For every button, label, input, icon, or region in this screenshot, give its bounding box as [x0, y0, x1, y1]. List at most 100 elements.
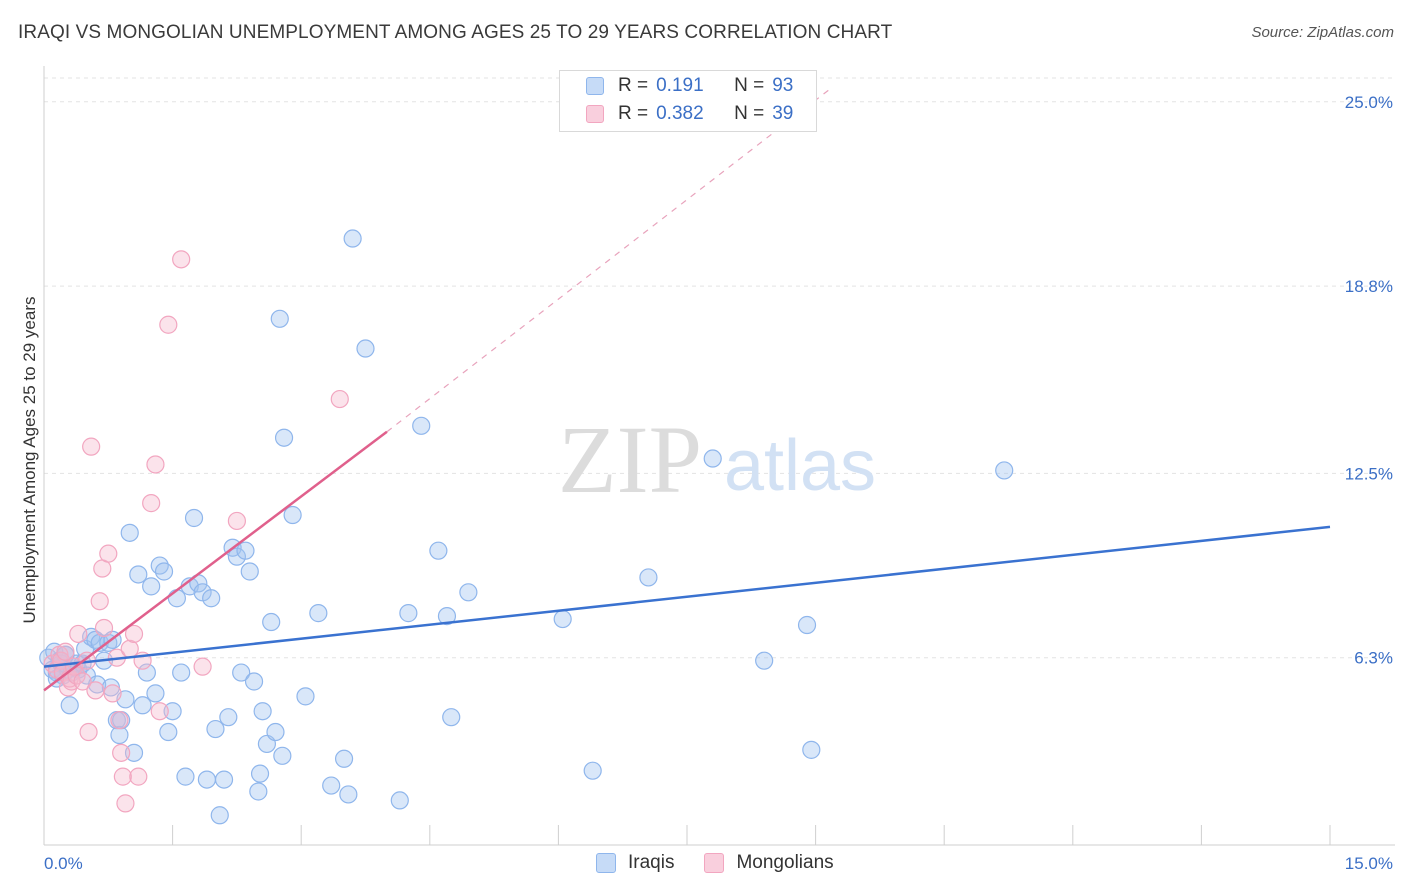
legend-n-value: 93	[772, 75, 794, 96]
trend-lines	[43, 86, 1331, 692]
iraqis-point	[399, 604, 418, 623]
legend-row-mongolians: R = 0.382 N = 39	[586, 101, 793, 127]
iraqis-point	[797, 615, 817, 635]
iraqis-point	[442, 708, 461, 727]
x-tick-label: 0.0%	[44, 854, 83, 873]
source-label: Source: ZipAtlas.com	[1251, 24, 1394, 41]
iraqis-point	[137, 663, 156, 682]
legend-label-iraqis: Iraqis	[628, 852, 675, 873]
iraqis-point	[167, 589, 186, 608]
iraqis-point	[429, 541, 448, 560]
mongolians-point	[82, 437, 101, 456]
mongolians-point	[142, 494, 161, 513]
axes	[43, 66, 1395, 846]
iraqis-point	[240, 562, 259, 581]
iraqis-point	[120, 523, 139, 542]
iraqis-point	[390, 791, 409, 810]
legend-swatch-mongolians	[704, 853, 725, 873]
iraqis-point	[244, 672, 264, 691]
iraqis-point	[176, 767, 195, 786]
mongolians-trend-extension	[386, 86, 834, 433]
iraqis-point	[583, 761, 602, 780]
mongolians-point	[330, 389, 349, 409]
iraqis-point	[755, 651, 774, 670]
iraqis-point	[356, 339, 375, 358]
iraqis-point	[110, 725, 129, 745]
mongolians-point	[103, 684, 122, 703]
iraqis-point	[206, 719, 225, 739]
legend-n-value: 39	[772, 103, 794, 124]
x-tick-label: 15.0%	[1345, 854, 1393, 873]
y-tick-label: 6.3%	[1354, 649, 1393, 668]
iraqis-point	[339, 785, 358, 804]
mongolians-point	[116, 794, 135, 813]
mongolians-point	[159, 315, 178, 334]
tick-labels: 6.3% 12.5% 18.8% 25.0% 0.0% 15.0%	[44, 93, 1393, 873]
y-axis-label: Unemployment Among Ages 25 to 29 years	[20, 296, 39, 624]
iraqis-point	[172, 663, 191, 682]
mongolians-point	[227, 511, 246, 531]
iraqis-point	[249, 782, 268, 801]
iraqis-point	[273, 746, 292, 765]
iraqis-point	[124, 743, 144, 762]
iraqis-point	[202, 589, 221, 608]
mongolians-point	[110, 711, 129, 730]
legend-item-iraqis[interactable]: Iraqis	[596, 852, 674, 874]
chart-title: IRAQI VS MONGOLIAN UNEMPLOYMENT AMONG AG…	[18, 22, 893, 43]
watermark-atlas: atlas	[724, 426, 876, 506]
mongolians-point	[90, 592, 109, 611]
iraqis-point	[142, 577, 161, 596]
mongolians-point	[69, 624, 88, 644]
legend-row-iraqis: R = 0.191 N = 93	[586, 73, 793, 99]
iraqis-point	[184, 508, 204, 528]
legend-r-label: R =	[618, 75, 649, 96]
mongolians-point	[193, 657, 212, 676]
legend-swatch-iraqis	[596, 853, 616, 873]
mongolians-point	[112, 743, 131, 762]
mongolians-points	[43, 250, 349, 813]
iraqis-point	[129, 565, 148, 584]
iraqis-point	[322, 776, 341, 795]
iraqis-points	[39, 229, 1014, 825]
watermark: ZIP atlas	[558, 406, 876, 513]
iraqis-point	[253, 702, 272, 721]
mongolians-point	[172, 250, 191, 269]
mongolians-point	[94, 618, 114, 638]
iraqis-point	[210, 806, 229, 825]
iraqis-point	[802, 740, 821, 759]
iraqis-point	[270, 309, 289, 328]
legend-n-label: N =	[734, 103, 765, 124]
iraqis-point	[133, 696, 152, 715]
iraqis-point	[214, 770, 234, 789]
legend-label-mongolians: Mongolians	[736, 852, 834, 873]
mongolians-point	[73, 672, 92, 691]
legend-item-mongolians[interactable]: Mongolians	[704, 852, 834, 874]
y-tick-label: 12.5%	[1345, 464, 1393, 483]
mongolians-trend-line	[43, 430, 388, 692]
legend-r-label: R =	[618, 103, 649, 124]
iraqis-point	[197, 770, 216, 789]
legend-swatch-mongolians	[586, 105, 604, 123]
mongolians-point	[99, 544, 118, 563]
mongolians-point	[86, 681, 105, 700]
iraqis-point	[334, 749, 354, 768]
iraqis-point	[159, 722, 178, 742]
series-legend: Iraqis Mongolians	[596, 852, 864, 874]
mongolians-point	[124, 624, 144, 644]
iraqis-point	[154, 562, 174, 581]
mongolians-point	[150, 702, 169, 721]
iraqis-point	[262, 612, 281, 632]
legend-r-value: 0.191	[656, 75, 704, 96]
y-tick-label: 25.0%	[1345, 93, 1393, 112]
iraqis-point	[703, 449, 722, 468]
iraqis-point	[437, 606, 457, 626]
iraqis-point	[146, 684, 165, 703]
legend-n-label: N =	[734, 75, 765, 96]
iraqis-point	[250, 764, 270, 783]
watermark-zip: ZIP	[558, 406, 702, 513]
correlation-legend: R = 0.191 N = 93 R = 0.382 N = 39	[559, 70, 817, 132]
mongolians-point	[113, 767, 132, 786]
iraqis-point	[412, 416, 431, 435]
iraqis-point	[995, 461, 1014, 480]
iraqis-point	[219, 708, 238, 727]
